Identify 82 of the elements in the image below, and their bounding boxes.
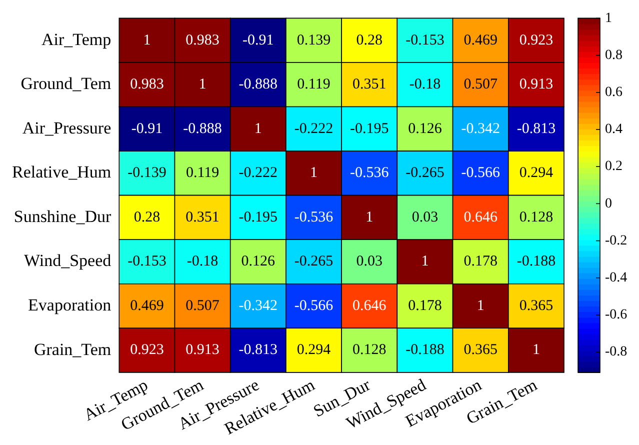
data-label: 0.128	[352, 342, 386, 358]
data-label: 0.507	[186, 298, 220, 314]
data-label: -0.91	[131, 120, 163, 137]
y-tick-label: Evaporation	[28, 295, 112, 314]
color-bar-label: 0	[605, 196, 612, 212]
color-bar-label: -0.4	[605, 270, 628, 286]
data-label: 0.03	[356, 254, 382, 270]
data-label: 0.646	[352, 298, 387, 314]
data-label: 0.178	[464, 254, 498, 270]
data-label: 0.119	[186, 165, 220, 182]
data-label: -0.265	[406, 165, 444, 182]
data-label: -0.566	[294, 298, 334, 314]
data-label: 0.507	[464, 76, 498, 93]
data-label: 0.126	[408, 120, 442, 137]
y-tick-label: Sunshine_Dur	[14, 206, 112, 226]
data-label: -0.536	[294, 209, 334, 226]
data-label: 0.913	[519, 76, 554, 93]
data-label: -0.222	[238, 165, 278, 182]
y-tick-label: Ground_Tem	[20, 74, 112, 94]
data-label: 0.983	[130, 76, 164, 93]
data-label: 0.03	[412, 209, 438, 226]
y-tick-label: Air_Pressure	[22, 118, 112, 138]
data-label: 0.139	[296, 32, 331, 48]
data-label: 1	[143, 32, 151, 48]
data-label: -0.195	[238, 209, 278, 226]
data-label: -0.222	[294, 120, 334, 137]
data-label: 0.923	[130, 342, 164, 358]
data-label: 0.351	[352, 76, 386, 93]
data-label: 0.365	[464, 342, 498, 358]
color-bar-label: -0.2	[605, 233, 628, 248]
data-label: 0.128	[519, 209, 554, 226]
y-tick-label: Wind_Speed	[24, 251, 112, 270]
data-label: 0.351	[186, 209, 220, 226]
color-bar-label: 1	[605, 10, 612, 26]
data-label: 0.294	[519, 165, 554, 182]
data-label: 1	[476, 298, 484, 314]
data-label: 0.923	[519, 32, 554, 48]
data-label: 0.983	[186, 32, 220, 48]
data-label: 0.178	[408, 298, 442, 314]
data-label: 1	[532, 342, 540, 358]
color-bar-label: 0.2	[605, 159, 622, 174]
data-label: 1	[254, 120, 262, 137]
color-bar-label: 0.4	[605, 122, 622, 138]
data-label: -0.18	[186, 254, 218, 270]
data-label: 1	[366, 209, 374, 226]
data-label: -0.265	[294, 254, 334, 270]
data-label: 0.365	[519, 298, 554, 314]
data-label: 0.28	[356, 32, 382, 48]
data-label: -0.813	[516, 120, 556, 137]
data-label: -0.139	[128, 165, 166, 182]
data-label: -0.153	[406, 32, 444, 48]
data-label: -0.153	[128, 254, 166, 270]
color-bar-label: -0.8	[605, 344, 628, 360]
color-bar-label: 0.6	[605, 85, 622, 100]
data-label: 0.28	[134, 209, 160, 226]
data-label: -0.888	[183, 120, 222, 137]
data-label: 0.469	[130, 298, 164, 314]
data-label: 0.646	[464, 209, 498, 226]
data-label: -0.18	[409, 76, 441, 93]
data-label: -0.91	[242, 32, 274, 48]
data-label: 0.294	[296, 342, 332, 358]
data-label: -0.813	[238, 342, 278, 358]
y-tick-label: Relative_Hum	[12, 162, 112, 182]
data-label: -0.188	[516, 254, 556, 270]
data-label: -0.342	[238, 298, 278, 314]
data-label: -0.566	[461, 165, 500, 182]
data-label: 1	[421, 254, 429, 270]
data-label: -0.342	[461, 120, 500, 137]
y-tick-label: Grain_Tem	[34, 340, 112, 359]
color-bar-label: 0.8	[605, 48, 622, 63]
data-label: 0.469	[464, 32, 498, 48]
y-tick-label: Air_Temp	[42, 30, 112, 49]
data-label: -0.536	[350, 165, 390, 182]
data-label: 0.913	[186, 342, 220, 358]
data-label: -0.188	[406, 342, 444, 358]
data-label: 1	[310, 165, 318, 182]
data-label: 0.126	[241, 254, 276, 270]
data-label: -0.195	[350, 120, 389, 137]
color-bar-label: -0.6	[605, 308, 628, 323]
data-label: 1	[198, 76, 206, 93]
data-label: -0.888	[238, 76, 278, 93]
data-label: 0.119	[297, 76, 330, 93]
